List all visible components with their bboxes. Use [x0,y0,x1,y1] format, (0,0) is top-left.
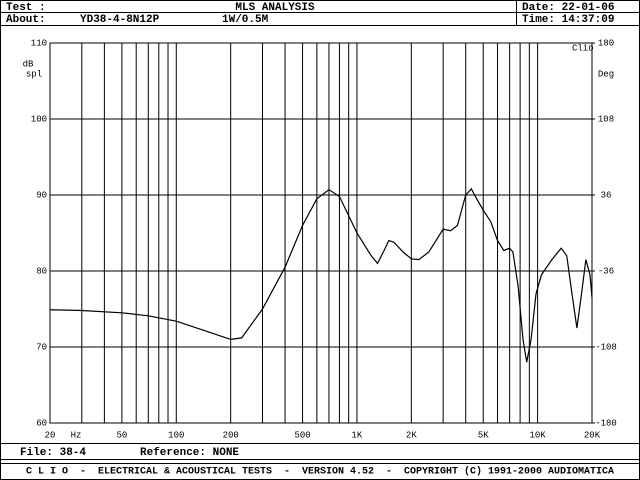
y2-tick-label: -180 [595,418,617,428]
x-tick-label: 1K [352,430,363,440]
file: File: 38-4 [20,447,86,459]
y2-label: Deg [598,69,614,79]
plot-frame [49,42,593,424]
corner-label: Clio [572,43,594,53]
about-label: About: [6,14,46,26]
x-tick-label: 100 [168,430,184,440]
y2-tick-label: 108 [598,114,614,124]
reference: Reference: NONE [140,447,239,459]
x-tick-label: 20 [45,430,56,440]
x-unit: Hz [71,430,82,440]
y-label: dB [23,59,34,69]
x-tick-label: 500 [294,430,310,440]
condition: 1W/0.5M [222,14,269,26]
y-tick-label: 100 [31,114,47,124]
x-tick-label: 50 [116,430,127,440]
y-tick-label: 70 [36,342,47,352]
x-tick-label: 2K [406,430,417,440]
test-label: Test : [6,2,46,14]
y-tick-label: 60 [36,418,47,428]
about: YD38-4-8N12P [80,14,160,26]
title: MLS ANALYSIS [235,2,315,14]
y2-tick-label: 36 [601,190,612,200]
copyright: C L I O - ELECTRICAL & ACOUSTICAL TESTS … [26,466,614,478]
y2-tick-label: -108 [595,342,617,352]
y-tick-label: 110 [31,38,47,48]
x-tick-label: 200 [223,430,239,440]
date: Date: 22-01-06 [522,2,614,14]
y-tick-label: 80 [36,266,47,276]
x-tick-label: 10K [530,430,547,440]
y2-tick-label: 180 [598,38,614,48]
y2-tick-label: -36 [598,266,614,276]
response-curve [49,187,593,363]
x-tick-label: 5K [478,430,489,440]
x-tick-label: 20K [584,430,601,440]
time: Time: 14:37:09 [522,14,614,26]
y-tick-label: 90 [36,190,47,200]
y-label: spl [26,69,42,79]
